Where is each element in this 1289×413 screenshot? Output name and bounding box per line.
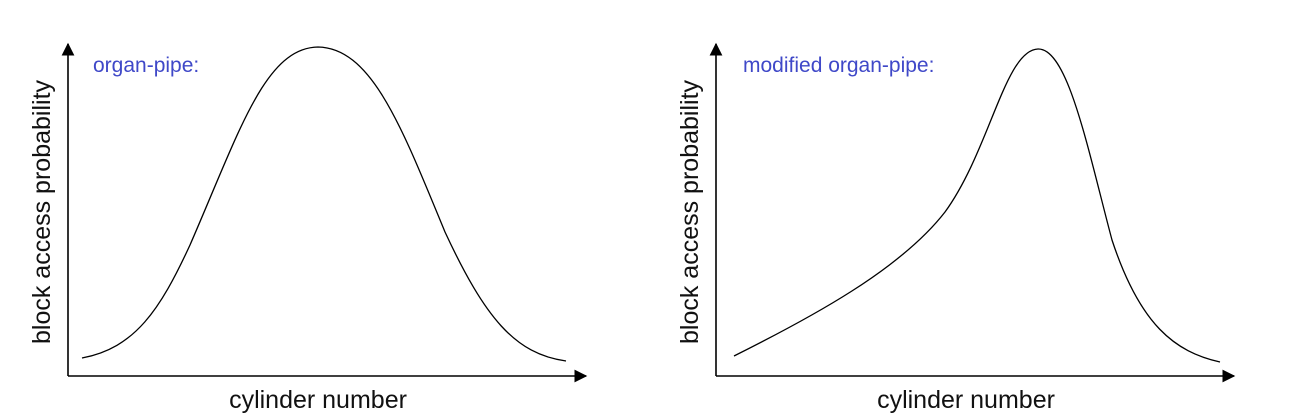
organ-pipe-panel: organ-pipe: cylinder number block access… [28,42,588,413]
y-axis-label: block access probability [28,79,56,344]
panel-title: modified organ-pipe: [743,54,934,77]
x-axis-label: cylinder number [229,386,407,413]
modified-organ-pipe-curve [733,48,1221,363]
x-axis-label: cylinder number [877,386,1055,413]
modified-organ-pipe-panel: modified organ-pipe: cylinder number blo… [676,42,1236,413]
panel-title: organ-pipe: [93,54,199,77]
organ-pipe-curve [81,46,567,362]
y-axis-label: block access probability [676,79,704,344]
